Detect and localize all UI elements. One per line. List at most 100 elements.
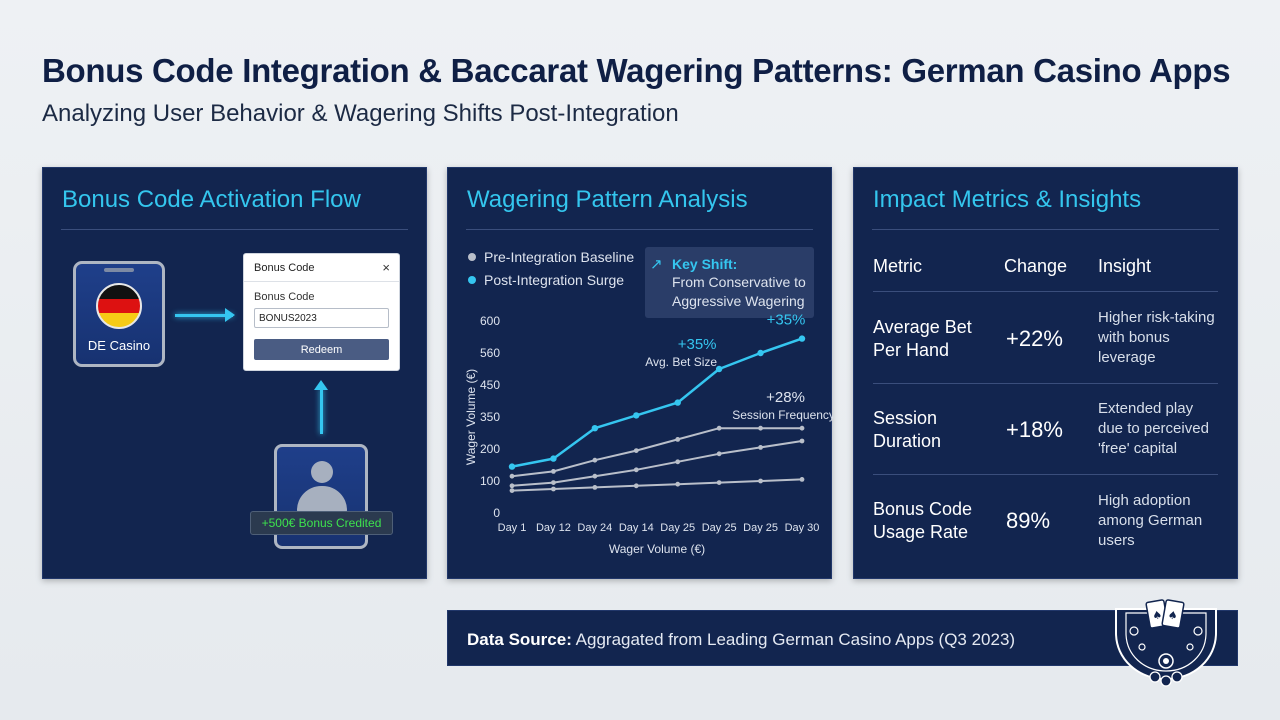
- series-point: [550, 455, 557, 462]
- series-point: [798, 335, 806, 342]
- metric-line: Average Bet: [873, 317, 972, 337]
- y-axis-label: Wager Volume (€): [464, 369, 478, 465]
- wager-line-chart: 600 560 450 350 200 100 0 Wager Volume (€) Day 1…: [464, 312, 833, 556]
- series-point: [675, 459, 681, 465]
- annotation-label: +35%: [678, 336, 717, 353]
- wagering-chart-panel: Wagering Pattern Analysis Pre-Integratio…: [447, 167, 833, 579]
- phone-label: DE Casino: [87, 338, 151, 353]
- legend-label-surge: Post-Integration Surge: [484, 272, 625, 288]
- divider: [872, 229, 1219, 230]
- close-icon[interactable]: ×: [382, 260, 390, 275]
- data-source-value: Aggragated from Leading German Casino Ap…: [571, 630, 1016, 649]
- x-tick-label: Day 25: [743, 522, 778, 534]
- page-title: Bonus Code Integration & Baccarat Wageri…: [42, 52, 1231, 89]
- annotation-sub: Avg. Bet Size: [645, 355, 717, 369]
- metric-line: Session: [873, 408, 938, 428]
- metric-cell: Session Duration: [873, 407, 993, 453]
- insight-line: with bonus: [1098, 329, 1170, 346]
- divider: [61, 229, 408, 230]
- key-shift-text-1: From Conservative to: [672, 274, 806, 290]
- baccarat-table-logo-icon: ♠ ♠: [1115, 599, 1217, 687]
- user-avatar-icon: [311, 461, 333, 483]
- insight-cell: High adoption among German users: [1098, 491, 1228, 551]
- arrow-up-icon: [314, 380, 328, 434]
- series-point: [799, 425, 805, 431]
- series-point: [633, 467, 639, 473]
- dialog-divider: [244, 281, 399, 282]
- annotation-label: +28%: [766, 389, 805, 406]
- annotation-sub: Session Frequency: [732, 408, 833, 422]
- svg-text:♠: ♠: [1151, 608, 1163, 623]
- series-point: [758, 445, 763, 450]
- insight-line: users: [1098, 532, 1135, 549]
- y-tick-label: 200: [480, 442, 500, 456]
- legend-dot-surge: [468, 276, 476, 285]
- column-header-metric: Metric: [873, 256, 922, 276]
- insight-line: leverage: [1098, 349, 1156, 366]
- legend-item-baseline: Pre-Integration Baseline: [468, 249, 634, 265]
- series-point: [674, 399, 681, 406]
- series-point: [633, 448, 639, 453]
- data-source-bar: Data Source: Aggragated from Leading Ger…: [447, 610, 1238, 666]
- table-divider: [873, 383, 1218, 384]
- key-shift-title: Key Shift:: [672, 256, 738, 272]
- impact-metrics-panel: Impact Metrics & Insights Metric Change …: [853, 167, 1238, 579]
- bonus-code-label: Bonus Code: [254, 291, 315, 303]
- page-subtitle: Analyzing User Behavior & Wagering Shift…: [42, 100, 679, 127]
- series-point: [551, 486, 556, 492]
- svg-text:♠: ♠: [1167, 608, 1179, 623]
- insight-line: among German: [1098, 512, 1203, 529]
- redeem-button[interactable]: Redeem: [254, 339, 389, 360]
- series-point: [675, 481, 681, 487]
- series-point: [592, 457, 598, 463]
- legend-label-baseline: Pre-Integration Baseline: [484, 249, 635, 265]
- bonus-code-dialog: Bonus Code × Bonus Code Redeem: [243, 253, 400, 371]
- series-point: [633, 483, 639, 489]
- series-point: [757, 349, 764, 357]
- metric-line: Bonus Code: [873, 499, 973, 519]
- table-divider: [873, 291, 1218, 292]
- insight-line: High adoption: [1098, 492, 1191, 509]
- series-point: [509, 473, 515, 479]
- series-point: [508, 463, 516, 470]
- series-point: [716, 451, 722, 457]
- x-axis-label: Wager Volume (€): [609, 542, 705, 556]
- series-point: [592, 485, 598, 490]
- insight-line: 'free' capital: [1098, 440, 1178, 457]
- metric-line: Per Hand: [873, 340, 950, 360]
- bonus-flow-panel: Bonus Code Activation Flow DE Casino Bon…: [42, 167, 427, 579]
- series-line: [511, 478, 803, 492]
- change-value: +18%: [1006, 417, 1063, 442]
- insight-line: Extended play: [1098, 400, 1194, 417]
- y-tick-label: 100: [480, 474, 500, 488]
- insight-cell: Higher risk-taking with bonus leverage: [1098, 308, 1228, 368]
- table-divider: [873, 474, 1218, 475]
- panel-title-wager: Wagering Pattern Analysis: [467, 186, 748, 213]
- x-tick-label: Day 12: [536, 522, 571, 534]
- series-point: [591, 425, 599, 432]
- bonus-code-input[interactable]: [254, 308, 389, 328]
- series-point: [758, 478, 763, 484]
- y-tick-label: 350: [480, 410, 500, 424]
- x-tick-label: Day 30: [785, 522, 820, 534]
- series-point: [592, 473, 598, 479]
- column-header-insight: Insight: [1098, 256, 1152, 276]
- metric-cell: Average Bet Per Hand: [873, 316, 993, 362]
- series-point: [551, 480, 556, 485]
- divider: [466, 229, 813, 230]
- series-point: [509, 488, 515, 493]
- metric-line: Duration: [873, 431, 942, 451]
- bonus-credited-badge: +500€ Bonus Credited: [250, 511, 393, 535]
- key-shift-callout: ↗ Key Shift: From Conservative to Aggres…: [645, 247, 814, 318]
- dialog-title: Bonus Code: [254, 262, 315, 274]
- series-point: [716, 480, 722, 485]
- series-point: [716, 425, 722, 431]
- data-source-label: Data Source:: [467, 630, 572, 649]
- trend-up-icon: ↗: [650, 256, 663, 273]
- panel-title-flow: Bonus Code Activation Flow: [62, 186, 361, 213]
- insight-cell: Extended play due to perceived 'free' ca…: [1098, 399, 1228, 459]
- x-tick-label: Day 14: [619, 522, 654, 534]
- annotation-label: +35%: [767, 312, 806, 329]
- insight-line: due to perceived: [1098, 420, 1209, 437]
- change-value: 89%: [1006, 508, 1051, 533]
